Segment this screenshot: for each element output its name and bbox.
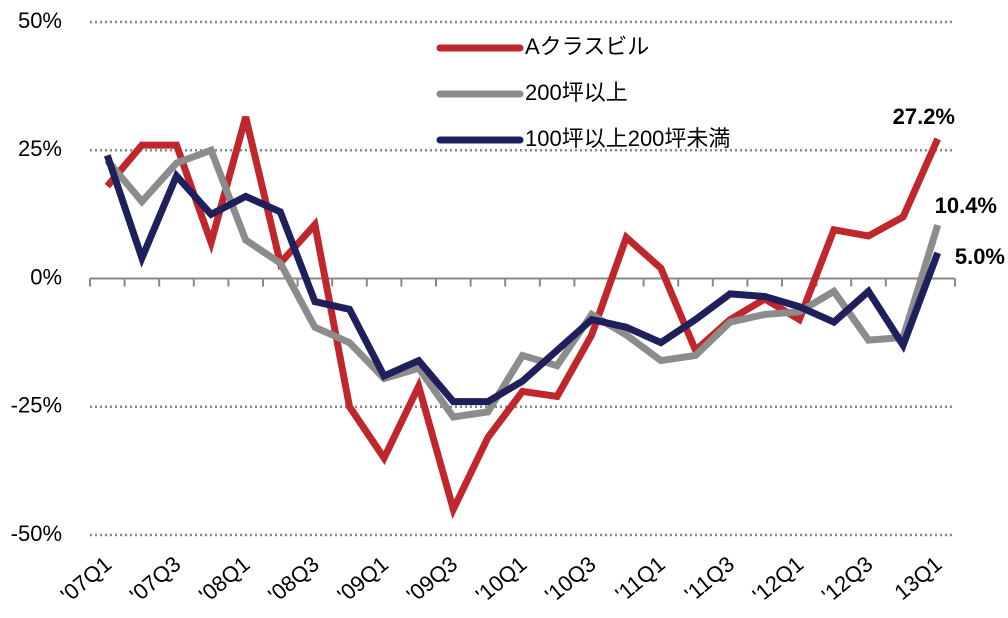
x-tick-label: '12Q3 [817,551,878,607]
x-tick-label: '07Q1 [56,551,117,607]
x-tick-label: '11Q1 [611,551,670,606]
x-tick-label: '10Q1 [471,551,532,607]
x-tick-label: '08Q1 [194,551,255,607]
x-tick-label: '09Q3 [402,551,463,607]
series-line [103,154,941,406]
y-tick-label: 25% [18,136,62,161]
y-tick-label: -25% [11,393,62,418]
y-tick-label: 50% [18,8,62,33]
legend-label: 100坪以上200坪未満 [525,126,730,151]
x-tick-label: '09Q1 [333,551,394,607]
legend-label: Aクラスビル [525,34,649,59]
x-tick-label: '11Q3 [680,551,739,606]
data-label: 10.4% [935,193,997,218]
x-tick-label: 13Q1 [889,551,946,605]
x-tick-label: '08Q3 [263,551,324,607]
data-label: 5.0% [955,244,1005,269]
y-tick-label: -50% [11,521,62,546]
x-tick-label: '10Q3 [540,551,601,607]
series-line [104,115,941,520]
data-label: 27.2% [893,104,955,129]
x-tick-label: '12Q1 [748,551,809,607]
legend-label: 200坪以上 [525,80,628,105]
x-tick-label: '07Q3 [125,551,186,607]
series-line [104,145,942,421]
y-tick-label: 0% [30,264,62,289]
